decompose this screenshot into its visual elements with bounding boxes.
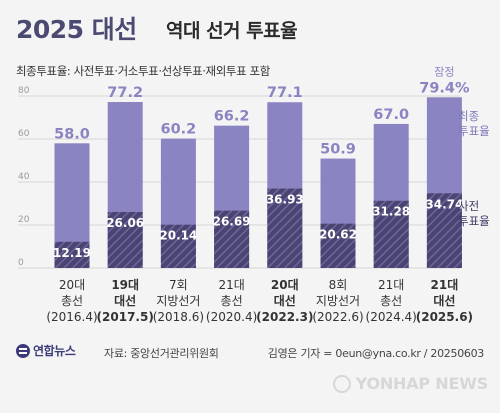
final-value-label: 58.0 [54,126,90,142]
final-value-label: 50.9 [320,142,356,158]
early-value-label: 26.06 [106,216,144,230]
early-value-label: 34.74 [425,197,463,211]
y-tick-label: 60 [18,129,30,139]
bar-early [426,193,462,268]
x-tick-label: (2017.5) [97,310,154,324]
x-tick-label: (2022.6) [312,310,363,324]
bar-early [267,188,303,268]
title-main: 2025 대선 [16,15,137,44]
final-value-label: 67.0 [373,107,409,123]
x-tick-label: (2016.4) [46,310,97,324]
x-tick-label: (2024.4) [366,310,417,324]
watermark: YONHAP NEWS [332,374,488,393]
x-tick-label: 대선 [433,293,455,308]
x-tick-label: 7회 [169,278,188,292]
yonhap-logo: 연합뉴스 [16,342,76,359]
bar-early [320,223,356,268]
x-tick-label: 8회 [329,278,348,292]
final-value-label: 60.2 [161,122,197,138]
bar-early [54,241,90,268]
x-tick-label: 지방선거 [316,294,360,308]
bar-early [160,224,196,268]
y-tick-label: 40 [18,172,30,182]
x-tick-label: 20대 [59,278,85,292]
x-tick-label: 총선 [221,294,243,308]
title-sub: 역대 선거 투표율 [166,20,298,42]
bar-early [373,200,409,268]
x-tick-label: (2020.4) [206,310,257,324]
x-tick-label: 총선 [61,294,83,308]
y-tick-label: 0 [18,258,24,268]
early-value-label: 12.19 [53,246,91,260]
early-value-label: 31.28 [372,205,410,219]
watermark-icon [332,375,351,393]
early-value-label: 20.14 [159,229,197,243]
bars-group [54,97,462,269]
early-value-label: 36.93 [266,193,304,207]
x-tick-label: 20대 [271,278,299,292]
final-value-label: 77.2 [107,85,143,101]
yonhap-logo-icon [16,344,30,358]
y-tick-label: 80 [18,86,30,96]
title-block: 2025 대선 역대 선거 투표율 [16,8,484,54]
x-tick-label: 21대 [218,278,244,292]
legend-final-line1: 최종 [458,109,479,123]
bar-early [214,210,250,268]
x-tick-label: 대선 [274,293,296,308]
legend-early-line2: 투표율 [458,214,490,228]
x-tick-label: 19대 [111,278,139,292]
x-tick-label: 대선 [114,293,136,308]
early-value-label: 26.69 [213,215,251,229]
x-tick-label: 21대 [431,278,459,292]
x-tick-label: 총선 [380,294,402,308]
x-tick-label: (2022.3) [256,310,313,324]
final-value-label: 79.4% [419,80,470,96]
provisional-label: 잠정 [434,65,454,78]
early-value-label: 20.62 [319,228,357,242]
final-value-label: 66.2 [214,109,250,125]
legend-early-line1: 사전 [458,199,479,213]
labels-group: 58.012.1920대총선(2016.4)77.226.0619대대선(201… [46,65,473,324]
credit-text: 김영은 기자 = 0eun@yna.co.kr / 20250603 [267,347,485,360]
final-value-label: 77.1 [267,85,303,101]
x-tick-label: (2025.6) [416,310,473,324]
legend-final-line2: 투표율 [458,124,490,138]
bar-early [107,211,143,268]
source-text: 자료: 중앙선거관리위원회 [104,347,219,360]
x-tick-label: 21대 [378,278,404,292]
x-tick-label: (2018.6) [153,310,204,324]
y-tick-label: 20 [18,215,30,225]
chart-subtitle: 최종투표율: 사전투표·거소투표·선상투표·재외투표 포함 [16,64,270,78]
x-tick-label: 지방선거 [156,294,200,308]
